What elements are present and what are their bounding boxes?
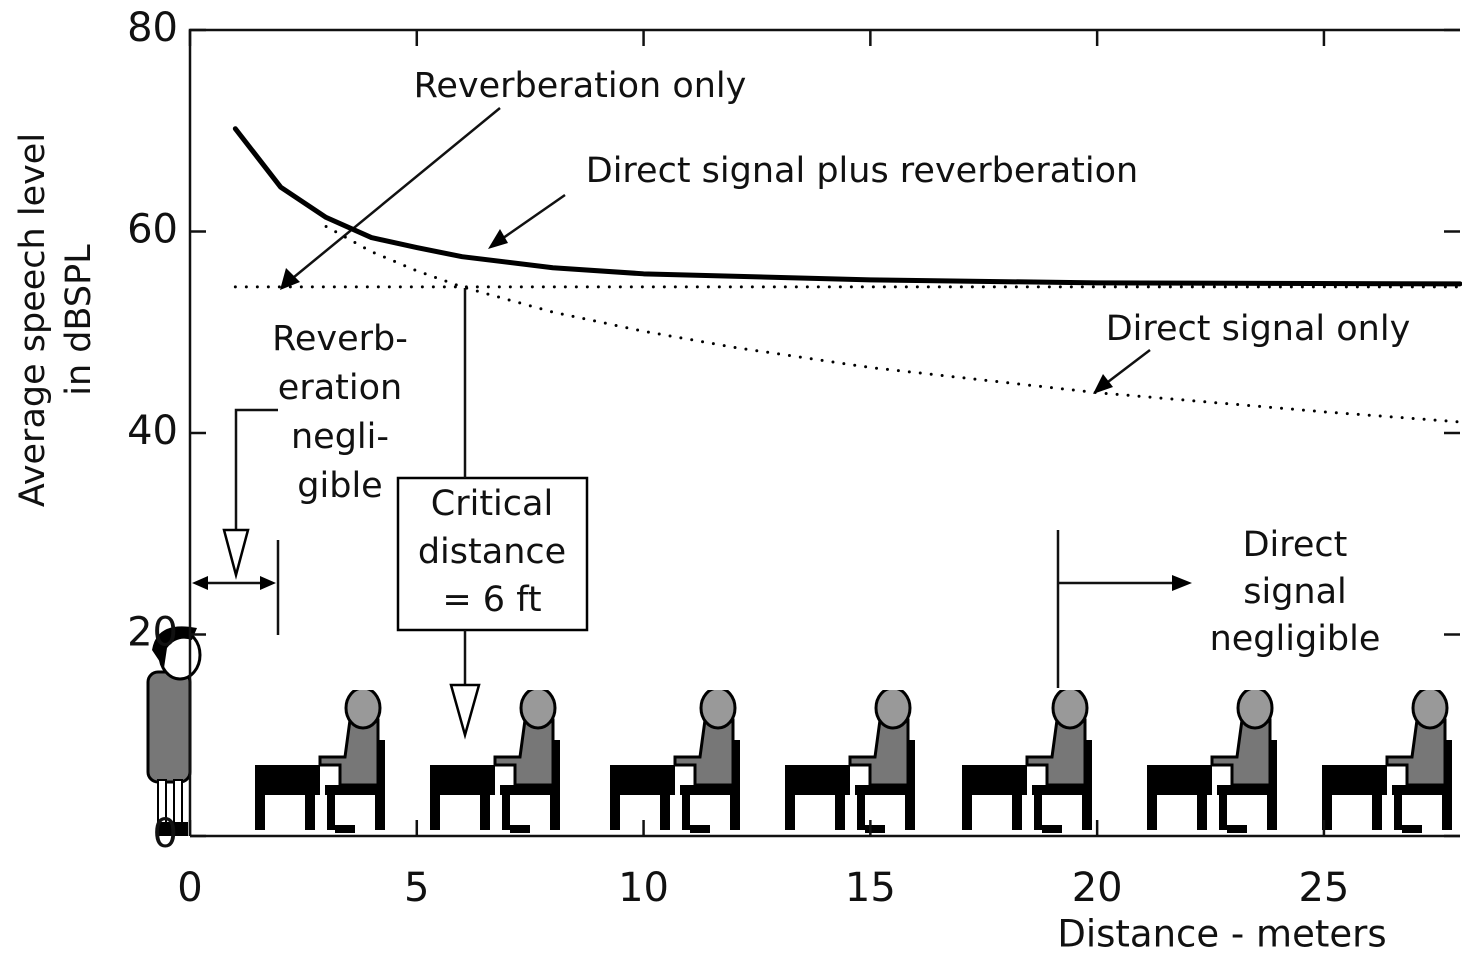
curve-label: Direct signal only [1106,309,1411,349]
y-tick-label: 60 [127,207,178,253]
annotation: Critical [431,484,553,524]
annotation: = 6 ft [442,580,541,620]
x-tick-label: 20 [1072,865,1123,911]
annotation: gible [297,466,382,506]
curve-label: Reverberation only [414,66,747,106]
x-tick-label: 0 [177,865,202,911]
annotation: eration [278,368,402,408]
students [255,688,1452,833]
chart: 0 20 40 60 80 0 5 10 15 20 25Distance - meters Aver… [0,0,1462,954]
student [255,688,385,833]
teacher [148,626,200,836]
student [610,688,740,833]
y-axis-label: Average speech level [13,133,53,507]
student [430,688,560,833]
x-tick-label: 15 [845,865,896,911]
annotation: Direct [1243,525,1348,565]
student [1147,688,1277,833]
x-tick-label: 25 [1298,865,1349,911]
annotation: signal [1243,572,1347,612]
y-tick-label: 0 [153,811,178,857]
annotation: negli- [291,417,389,457]
x-axis-label: Distance - meters [1057,913,1386,954]
x-tick-label: 5 [404,865,429,911]
annotation: negligible [1210,619,1381,659]
y-tick-label: 40 [127,408,178,454]
annotation: distance [418,532,566,572]
x-tick-label: 10 [618,865,669,911]
annotation: Reverb- [272,319,408,359]
y-tick-label: 80 [127,5,178,51]
student [785,688,915,833]
student [962,688,1092,833]
student [1322,688,1452,833]
y-axis-label: in dBSPL [59,244,99,396]
curve-label: Direct signal plus reverberation [586,151,1138,191]
y-tick-label: 20 [127,610,178,656]
